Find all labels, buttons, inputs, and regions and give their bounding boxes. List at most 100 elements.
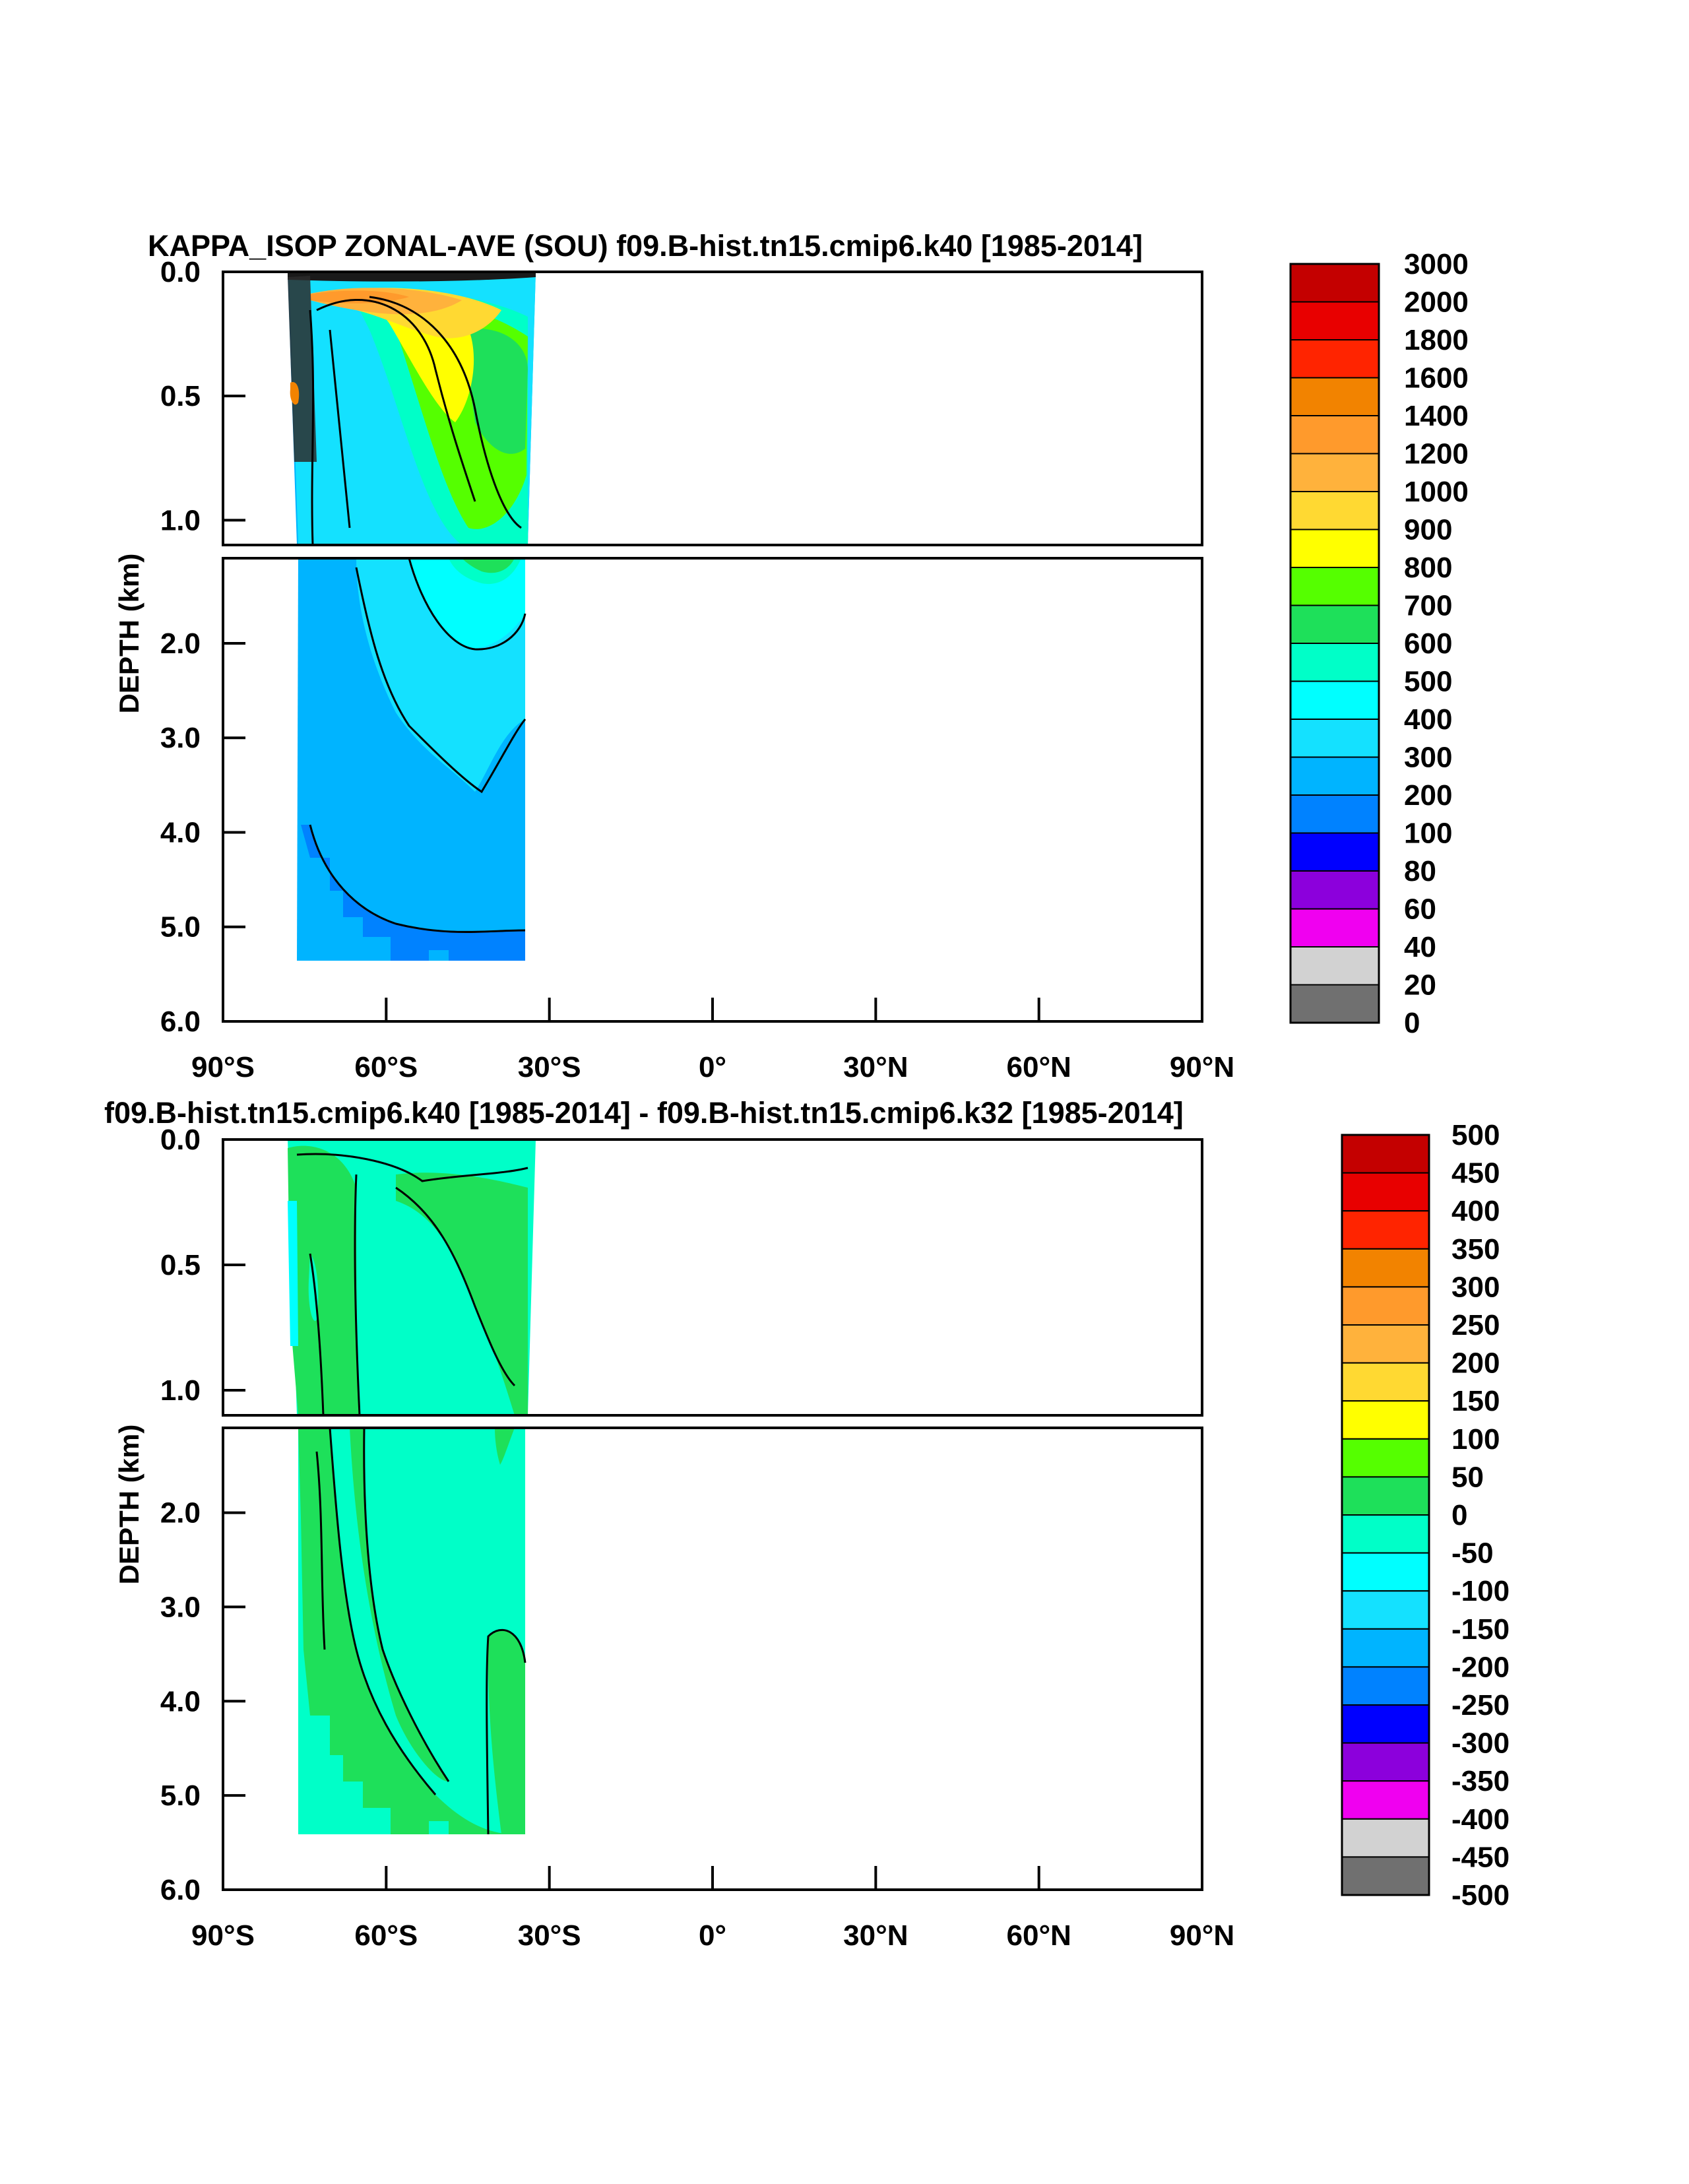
colorbar-swatch [1341,1400,1430,1440]
colorbar-label: 600 [1404,627,1452,660]
colorbar-swatch [1290,908,1380,947]
colorbar-label: 500 [1404,666,1452,698]
colorbar-swatch [1290,453,1380,492]
panel-2-contour-b [395,1186,516,1387]
x-tick-label: 60°N [1007,1051,1071,1083]
colorbar-label: -350 [1451,1765,1510,1797]
colorbar-label: 20 [1404,969,1436,1002]
colorbar-label: 250 [1451,1309,1500,1341]
panel-2-fill-neg100-edge [288,1201,298,1346]
panel-2-contour-g [486,1629,526,1835]
colorbar-label: 100 [1404,818,1452,850]
y-tick-label: 1.0 [160,504,201,536]
panel-2-upper-frame [222,1138,1203,1417]
colorbar-frame [1341,1134,1430,1896]
colorbar-swatch [1341,1172,1430,1212]
y-tick-label: 6.0 [160,1006,201,1038]
y-tick-label: 3.0 [160,722,201,754]
y-tick-label: 4.0 [160,1685,201,1718]
colorbar-label: -400 [1451,1803,1510,1836]
colorbar-label: -200 [1451,1651,1510,1683]
colorbar-swatch [1341,1780,1430,1820]
colorbar-swatch [1341,1818,1430,1858]
panel-2-fill-deep-0-right [488,1630,525,1834]
panel-2-contour-e [329,1428,437,1795]
colorbar-label: 450 [1451,1157,1500,1190]
colorbar-label: 1800 [1404,324,1469,356]
x-tick-label: 60°S [354,1051,418,1083]
colorbar-swatch [1341,1704,1430,1744]
colorbar-frame [1289,263,1380,1024]
colorbar-label: 400 [1404,703,1452,736]
panel-1-lower-field [297,558,526,961]
colorbar-swatch [1290,643,1380,682]
panel-2-axes: 90°S 60°S 30°S 0° 30°N 60°N 90°N 0.0 0.5 1.0 2.0 3.… [160,1124,1234,1952]
colorbar-label: 150 [1451,1385,1500,1417]
panel-1-colorbar: 3000200018001600140012001000900800700600… [1289,248,1469,1039]
x-tick-label: 60°S [354,1919,418,1952]
x-tick-label: 90°S [191,1051,255,1083]
colorbar-label: 900 [1404,514,1452,546]
panel-2-contour-f [363,1428,450,1782]
panel-2-contour-c [296,1153,528,1182]
colorbar-swatch [1290,719,1380,758]
colorbar-swatch [1290,946,1380,986]
y-tick-label: 0.5 [160,380,201,412]
colorbar-label: 0 [1451,1499,1467,1531]
panel-1-contour-a [316,299,476,502]
colorbar-swatch [1290,529,1380,568]
panel-1-ylabel: DEPTH (km) [113,554,144,714]
colorbar-label: 200 [1404,779,1452,812]
colorbar-swatch [1341,1438,1430,1478]
colorbar-swatch [1290,832,1380,872]
x-tick-label: 30°S [518,1051,581,1083]
y-tick-label: 5.0 [160,1780,201,1812]
y-tick-label: 3.0 [160,1591,201,1623]
colorbar-label: 350 [1451,1233,1500,1266]
colorbar-label: 400 [1451,1195,1500,1227]
panel-1-axes: 90°S 60°S 30°S 0° 30°N 60°N 90°N 0.0 0.5 1.0 2.0 3.… [160,256,1234,1083]
colorbar-swatch [1290,680,1380,720]
colorbar-swatch [1341,1742,1430,1782]
panel-1-contour-c [329,329,351,529]
colorbar-swatch [1341,1362,1430,1402]
colorbar-label: 40 [1404,931,1436,963]
colorbar-swatch [1290,756,1380,796]
colorbar-swatch [1290,415,1380,455]
panel-2-title: f09.B-hist.tn15.cmip6.k40 [1985-2014] - … [104,1096,1184,1130]
colorbar-label: 300 [1451,1271,1500,1303]
y-tick-label: 6.0 [160,1874,201,1906]
colorbar-label: 50 [1451,1461,1484,1493]
panel-1-fill-blackband [288,276,317,462]
colorbar-label: -50 [1451,1537,1494,1570]
panel-1-upper-frame [222,271,1203,546]
colorbar-swatch [1341,1628,1430,1668]
panel-1-contour-g [309,824,526,933]
panel-2-contour-d [309,1253,325,1415]
colorbar-label: 1000 [1404,476,1469,508]
panel-2-fill-0-left [288,1145,360,1415]
y-tick-label: 4.0 [160,816,201,849]
x-tick-label: 90°N [1170,1051,1234,1083]
y-tick-label: 0.5 [160,1249,201,1281]
panel-1: KAPPA_ISOP ZONAL-AVE (SOU) f09.B-hist.tn… [113,229,1469,1083]
colorbar-swatch [1341,1134,1430,1174]
panel-1-contour-f [408,558,526,651]
y-tick-label: 2.0 [160,627,201,660]
colorbar-swatch [1290,339,1380,379]
colorbar-label: -500 [1451,1879,1510,1911]
colorbar-swatch [1341,1666,1430,1706]
colorbar-label: 200 [1451,1347,1500,1380]
colorbar-label: 1600 [1404,362,1469,395]
x-tick-label: 90°N [1170,1919,1234,1952]
colorbar-swatch [1290,984,1380,1023]
colorbar-label: -450 [1451,1841,1510,1873]
colorbar-label: 300 [1404,742,1452,774]
colorbar-label: -250 [1451,1689,1510,1721]
colorbar-swatch [1341,1210,1430,1250]
panel-2-upper-field [288,1140,536,1415]
panel-1-fill-deep-600 [462,558,515,573]
panel-2-ylabel: DEPTH (km) [113,1425,144,1585]
y-tick-label: 2.0 [160,1497,201,1529]
